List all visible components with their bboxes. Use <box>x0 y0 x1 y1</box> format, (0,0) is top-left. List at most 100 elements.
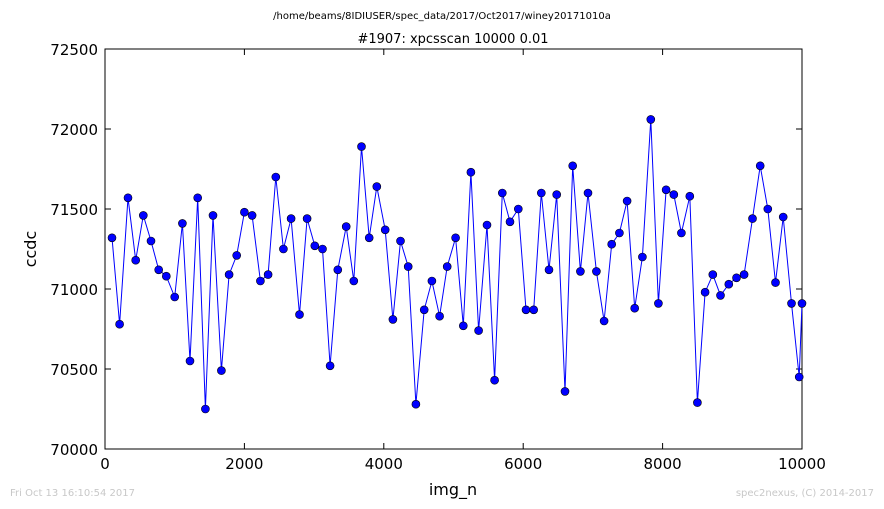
data-point <box>107 233 117 243</box>
data-point <box>146 236 156 246</box>
data-point <box>560 387 570 396</box>
data-point <box>622 196 632 206</box>
data-point <box>451 233 460 243</box>
data-point <box>568 161 578 171</box>
data-point <box>599 316 609 326</box>
data-point <box>607 239 617 249</box>
chart-title: #1907: xpcsscan 10000 0.01 <box>357 32 548 47</box>
data-point <box>797 299 807 308</box>
data-point <box>396 236 405 246</box>
data-series <box>107 115 807 414</box>
y-tick-label: 72000 <box>50 121 98 139</box>
footer-credit: spec2nexus, (C) 2014-2017 <box>735 488 874 499</box>
data-point <box>372 182 382 191</box>
data-point <box>583 188 593 198</box>
x-tick-label: 2000 <box>225 455 263 473</box>
data-point <box>552 190 562 199</box>
data-point <box>256 276 265 286</box>
x-tick-label: 4000 <box>365 455 403 473</box>
data-point <box>685 191 695 201</box>
data-point <box>139 211 148 220</box>
data-point <box>646 115 656 124</box>
data-point <box>654 299 663 308</box>
data-point <box>474 326 483 335</box>
data-point <box>333 265 343 275</box>
data-point <box>669 190 679 199</box>
data-point <box>318 244 327 254</box>
x-tick-label: 6000 <box>504 455 542 473</box>
data-point <box>178 219 187 228</box>
data-point <box>380 225 390 235</box>
data-point <box>748 214 757 223</box>
chart-suptitle: /home/beams/8IDIUSER/spec_data/2017/Oct2… <box>273 11 611 22</box>
data-point <box>592 267 601 276</box>
y-tick-label: 70000 <box>50 441 98 459</box>
data-point <box>700 287 710 297</box>
data-point <box>521 305 531 315</box>
data-point <box>286 214 296 223</box>
data-point <box>115 319 124 329</box>
data-point <box>411 399 421 409</box>
data-point <box>325 361 335 371</box>
y-tick-label: 71000 <box>50 281 98 299</box>
x-axis-label: img_n <box>429 480 477 500</box>
data-point <box>201 404 210 414</box>
data-point <box>615 228 624 238</box>
data-point <box>131 255 140 265</box>
data-point <box>505 217 515 227</box>
data-point <box>677 228 686 238</box>
data-point <box>263 270 273 279</box>
data-point <box>217 366 226 375</box>
data-point <box>763 204 773 214</box>
data-point <box>193 193 202 203</box>
data-point <box>693 398 702 407</box>
data-point <box>482 220 492 230</box>
footer-timestamp: Fri Oct 13 16:10:54 2017 <box>10 488 136 499</box>
data-point <box>536 188 546 198</box>
y-tick-label: 71500 <box>50 201 98 219</box>
data-point <box>419 305 429 315</box>
data-point <box>427 276 437 286</box>
data-point <box>490 375 499 385</box>
data-point <box>458 321 468 331</box>
data-point <box>123 193 133 203</box>
data-point <box>544 265 554 275</box>
data-point <box>279 244 288 254</box>
x-tick-label: 0 <box>100 455 110 473</box>
data-point <box>661 185 671 195</box>
y-tick-label: 70500 <box>50 361 98 379</box>
data-point <box>739 270 749 279</box>
data-point <box>497 188 507 198</box>
data-point <box>208 211 218 220</box>
data-point <box>154 265 163 275</box>
y-tick-label: 72500 <box>50 41 98 59</box>
data-point <box>170 292 179 302</box>
data-point <box>794 372 804 382</box>
data-point <box>224 270 234 279</box>
data-point <box>732 273 741 283</box>
data-point <box>576 267 585 276</box>
data-point <box>708 270 718 279</box>
data-point <box>185 356 195 366</box>
axis-ticks: 0 2000 4000 6000 8000 10000 70000 70500 71000 715… <box>50 41 826 473</box>
data-point <box>778 212 788 222</box>
data-point <box>247 211 257 220</box>
data-point <box>302 214 312 223</box>
data-point <box>638 252 647 262</box>
data-point <box>442 262 452 271</box>
data-point <box>271 172 281 182</box>
data-point <box>295 310 304 319</box>
plot-frame <box>104 48 803 450</box>
data-point <box>630 303 640 313</box>
y-axis-label: ccdc <box>21 231 40 268</box>
data-point <box>716 291 725 300</box>
data-point <box>341 222 351 231</box>
data-point <box>435 311 444 321</box>
series-line <box>111 119 803 410</box>
data-point <box>240 207 249 217</box>
data-point <box>388 315 398 324</box>
data-point <box>466 167 476 177</box>
data-point <box>364 233 374 243</box>
data-point <box>310 241 320 251</box>
